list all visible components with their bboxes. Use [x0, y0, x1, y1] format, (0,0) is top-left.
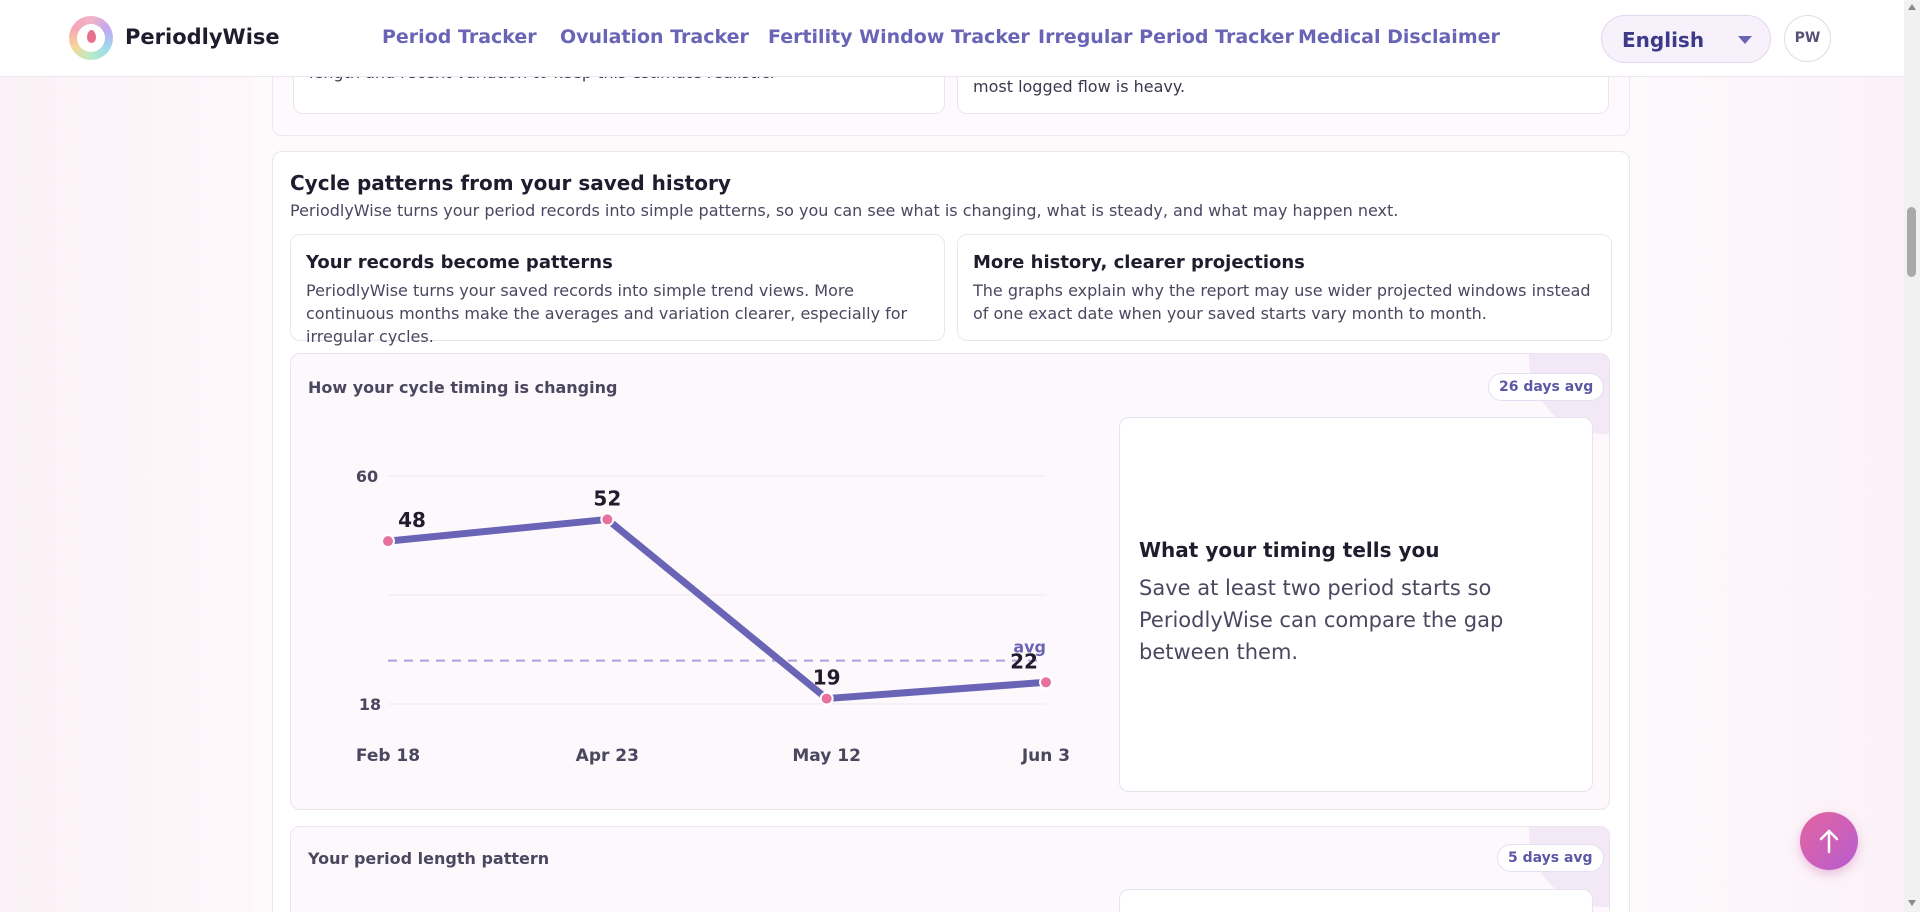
series-line [384, 515, 1050, 703]
nav-ovulation-tracker[interactable]: Ovulation Tracker [560, 26, 749, 48]
insight-body: Save at least two period starts so Perio… [1139, 576, 1504, 664]
nav-period-tracker[interactable]: Period Tracker [382, 26, 537, 48]
data-label: 52 [593, 486, 621, 510]
x-tick-label: Jun 3 [1021, 746, 1070, 766]
data-label: 48 [398, 508, 426, 532]
brand-name[interactable]: PeriodlyWise [125, 25, 280, 49]
back-to-top-button[interactable] [1800, 812, 1858, 870]
top-header: PeriodlyWise Period Tracker Ovulation Tr… [0, 0, 1904, 77]
period-length-badge: 5 days avg [1497, 844, 1604, 872]
info-card-body: The graphs explain why the report may us… [973, 281, 1591, 323]
language-select[interactable]: English [1601, 15, 1771, 63]
chevron-down-icon [1738, 36, 1752, 44]
x-tick-label: Feb 18 [356, 746, 420, 766]
section-subtitle: PeriodlyWise turns your period records i… [290, 201, 1399, 220]
data-point[interactable] [600, 512, 615, 527]
scroll-up-icon[interactable] [1908, 4, 1916, 10]
scrollbar-thumb[interactable] [1907, 207, 1916, 277]
x-tick-label: Apr 23 [576, 746, 639, 766]
data-label: 19 [813, 666, 841, 690]
x-tick-label: May 12 [792, 746, 861, 766]
scroll-down-icon[interactable] [1908, 900, 1916, 906]
page-scrollbar[interactable] [1904, 0, 1920, 912]
cycle-timing-title: How your cycle timing is changing [308, 378, 618, 397]
info-card-body: PeriodlyWise turns your saved records in… [306, 281, 908, 346]
arrow-up-icon [1819, 829, 1839, 854]
avg-badge: 26 days avg [1488, 373, 1605, 401]
period-length-title: Your period length pattern [308, 849, 550, 868]
info-card-title: Your records become patterns [306, 252, 613, 273]
info-card-title: More history, clearer projections [973, 252, 1305, 273]
data-label: 22 [1010, 649, 1038, 673]
section-title: Cycle patterns from your saved history [290, 171, 731, 195]
data-point[interactable] [381, 534, 395, 549]
previous-card-right-text: most logged flow is heavy. [973, 77, 1186, 96]
info-card-history [957, 234, 1612, 341]
logo-icon[interactable] [69, 16, 113, 60]
data-point[interactable] [1039, 675, 1053, 690]
data-point[interactable] [819, 691, 834, 706]
nav-irregular-period-tracker[interactable]: Irregular Period Tracker [1038, 26, 1294, 48]
language-value: English [1622, 28, 1705, 52]
avatar[interactable]: PW [1784, 15, 1831, 62]
y-tick-label: 18 [359, 695, 381, 714]
info-card-records [290, 234, 945, 341]
period-length-insight-card [1119, 889, 1593, 912]
cycle-timing-chart: avg 60 18 48 Feb 18 52 Apr 23 19 May 12 22 Jun … [356, 467, 1070, 766]
nav-medical-disclaimer[interactable]: Medical Disclaimer [1298, 26, 1500, 48]
insight-title: What your timing tells you [1139, 538, 1440, 562]
timing-insight-card [1119, 417, 1593, 792]
average-label: avg [1013, 638, 1046, 657]
y-tick-label: 60 [356, 467, 378, 486]
nav-fertility-window-tracker[interactable]: Fertility Window Tracker [768, 26, 1030, 48]
